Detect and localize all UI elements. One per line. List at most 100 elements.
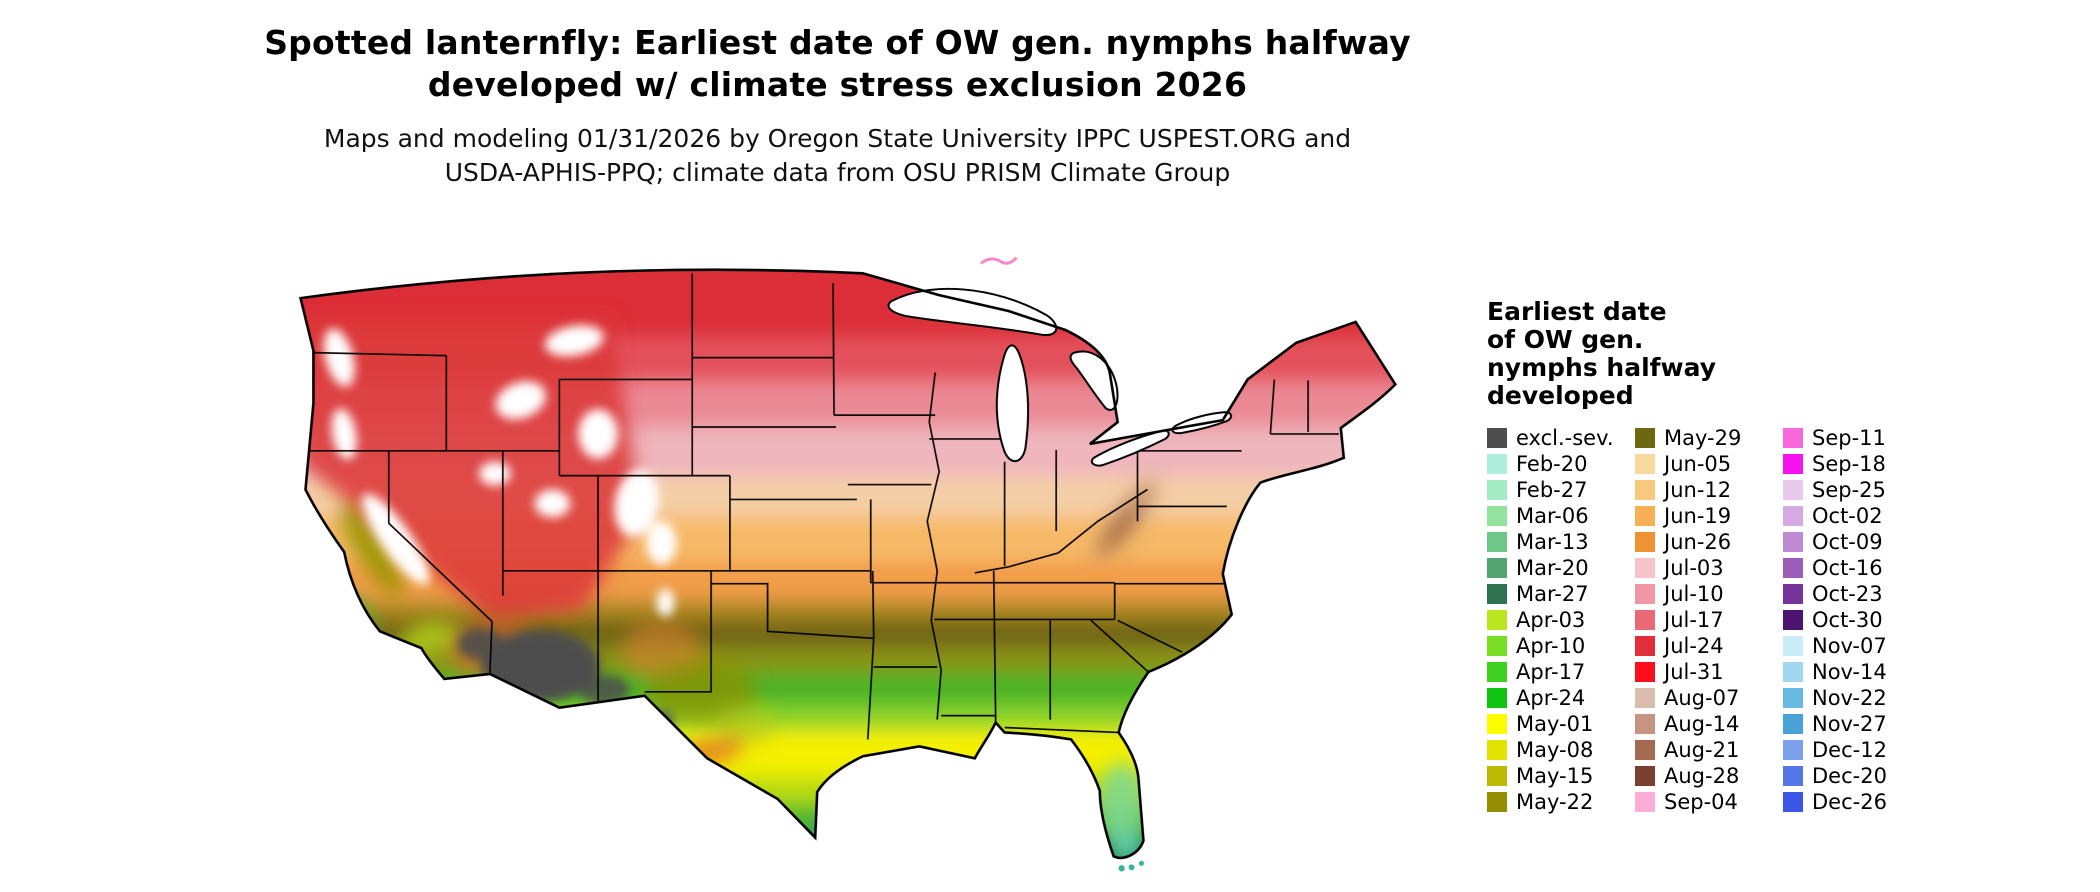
legend-color-swatch [1635,740,1655,760]
legend-color-swatch [1783,558,1803,578]
legend-color-swatch [1783,584,1803,604]
legend-color-swatch [1783,610,1803,630]
legend-row: Jul-31 [1635,659,1783,685]
legend-row: Sep-25 [1783,477,1931,503]
legend-title-line-2: of OW gen. [1487,325,1644,354]
legend-color-swatch [1487,532,1507,552]
legend-row: Jul-03 [1635,555,1783,581]
legend-color-swatch [1783,532,1803,552]
legend-date-label: Aug-28 [1664,764,1740,788]
legend-column: Sep-11 Sep-18 Sep-25 Oct-02 Oct-09 Oct-16 Oct-… [1783,425,1931,815]
legend-color-swatch [1487,714,1507,734]
title-line-2: developed w/ climate stress exclusion 20… [427,65,1248,104]
legend-color-swatch [1487,766,1507,786]
legend-color-swatch [1487,584,1507,604]
legend-color-swatch [1635,428,1655,448]
legend-date-label: May-22 [1516,790,1594,814]
legend-color-swatch [1635,584,1655,604]
legend-date-label: Mar-20 [1516,556,1589,580]
figure-subtitle: Maps and modeling 01/31/2026 by Oregon S… [0,122,1675,190]
legend-row: May-29 [1635,425,1783,451]
legend-color-swatch [1487,662,1507,682]
legend-row: Sep-18 [1783,451,1931,477]
legend-row: May-22 [1487,789,1635,815]
legend-row: Jun-19 [1635,503,1783,529]
legend-title: Earliest date of OW gen. nymphs halfway … [1487,298,1957,410]
legend-row: Aug-14 [1635,711,1783,737]
legend-date-label: Oct-23 [1812,582,1883,606]
legend-date-label: Nov-22 [1812,686,1887,710]
legend-date-label: Sep-04 [1664,790,1738,814]
legend-color-swatch [1635,454,1655,474]
legend-row: Nov-14 [1783,659,1931,685]
legend-row: Oct-09 [1783,529,1931,555]
mountain-snow-patches [323,325,677,617]
legend-row: Feb-20 [1487,451,1635,477]
legend-row: Sep-04 [1635,789,1783,815]
legend-color-swatch [1487,636,1507,656]
legend-date-label: Aug-14 [1664,712,1740,736]
legend-row: Mar-20 [1487,555,1635,581]
legend-title-line-3: nymphs halfway [1487,353,1717,382]
legend-row: May-08 [1487,737,1635,763]
legend-date-label: Feb-27 [1516,478,1588,502]
legend-color-swatch [1487,740,1507,760]
legend-date-label: Oct-16 [1812,556,1883,580]
legend-color-swatch [1783,766,1803,786]
legend-row: Apr-03 [1487,607,1635,633]
legend-color-swatch [1783,688,1803,708]
legend-row: Nov-27 [1783,711,1931,737]
legend-color-swatch [1783,714,1803,734]
legend-column: excl.-sev. Feb-20 Feb-27 Mar-06 Mar-13 Mar-20… [1487,425,1635,815]
legend-row: Nov-22 [1783,685,1931,711]
legend-date-label: Mar-06 [1516,504,1589,528]
legend-color-swatch [1487,428,1507,448]
legend-date-label: Nov-27 [1812,712,1887,736]
legend-columns: excl.-sev. Feb-20 Feb-27 Mar-06 Mar-13 Mar-20… [1487,425,1957,815]
legend-date-label: Oct-30 [1812,608,1883,632]
map-legend: Earliest date of OW gen. nymphs halfway … [1487,298,1957,815]
florida-keys [1118,860,1145,872]
legend-row: Apr-10 [1487,633,1635,659]
legend-row: Dec-20 [1783,763,1931,789]
legend-color-swatch [1635,558,1655,578]
legend-date-label: Jun-19 [1664,504,1732,528]
legend-color-swatch [1635,766,1655,786]
legend-date-label: Mar-13 [1516,530,1589,554]
legend-date-label: Oct-09 [1812,530,1883,554]
state-borders [309,273,1339,740]
legend-color-swatch [1783,454,1803,474]
legend-row: Jun-26 [1635,529,1783,555]
legend-color-swatch [1487,792,1507,812]
figure-title: Spotted lanternfly: Earliest date of OW … [0,22,1675,106]
legend-row: Dec-12 [1783,737,1931,763]
legend-date-label: Sep-25 [1812,478,1886,502]
legend-color-swatch [1635,792,1655,812]
legend-row: Dec-26 [1783,789,1931,815]
legend-row: Oct-02 [1783,503,1931,529]
legend-date-label: Nov-07 [1812,634,1887,658]
legend-color-swatch [1487,688,1507,708]
us-map [245,222,1435,880]
legend-color-swatch [1783,740,1803,760]
legend-color-swatch [1635,506,1655,526]
legend-color-swatch [1635,662,1655,682]
legend-row: excl.-sev. [1487,425,1635,451]
legend-color-swatch [1487,506,1507,526]
legend-color-swatch [1487,454,1507,474]
legend-date-label: Jul-17 [1664,608,1724,632]
legend-row: Apr-17 [1487,659,1635,685]
legend-title-line-4: developed [1487,381,1634,410]
legend-row: Mar-27 [1487,581,1635,607]
legend-date-label: Mar-27 [1516,582,1589,606]
legend-date-label: Oct-02 [1812,504,1883,528]
legend-row: Jul-24 [1635,633,1783,659]
legend-date-label: Jun-12 [1664,478,1732,502]
legend-color-swatch [1635,532,1655,552]
legend-date-label: Dec-12 [1812,738,1887,762]
legend-color-swatch [1783,480,1803,500]
legend-date-label: Jul-10 [1664,582,1724,606]
legend-color-swatch [1783,506,1803,526]
legend-color-swatch [1783,662,1803,682]
